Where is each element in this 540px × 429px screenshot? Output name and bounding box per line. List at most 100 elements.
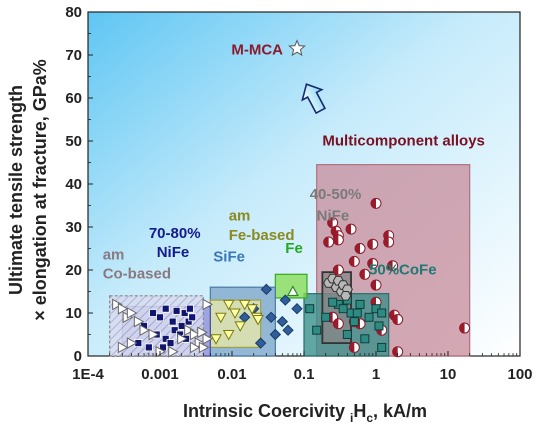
point-70-80-nife-3 [161, 304, 170, 313]
x-axis-title-sub: i [350, 411, 353, 425]
point-am-fe-based-0 [210, 334, 222, 345]
highlight-label: M-MCA [231, 42, 283, 59]
point-am-co-based-0 [112, 298, 123, 311]
point-multicomponent-alloys-16 [359, 268, 371, 280]
point-multicomponent-alloys-14 [332, 264, 344, 276]
point-multicomponent-alloys-5 [354, 243, 366, 254]
point-multicomponent-alloys-4 [345, 223, 357, 235]
point-am-co-based-10 [184, 324, 195, 337]
region-label-am-co-based-10: am [103, 246, 125, 263]
point-am-co-based-17 [168, 345, 179, 358]
point-50-cofe-9 [364, 312, 374, 322]
point-70-80-nife-9 [188, 313, 197, 322]
point-am-co-based-18 [202, 298, 214, 311]
point-am-co-based-5 [139, 324, 151, 337]
point-50-cofe-7 [355, 299, 365, 309]
highlight-group: M-MCA [231, 39, 327, 115]
point-multicomponent-alloys-28-fill [371, 280, 376, 291]
point-multicomponent-alloys-12 [367, 258, 379, 270]
y-tick-label-4: 40 [65, 176, 82, 193]
point-70-80-nife-4 [168, 317, 177, 326]
y-axis-title-line-2: × elongation at fracture, GPa% [30, 59, 50, 321]
x-axis-title: Intrinsic Coercivity iHc, kA/m [183, 401, 427, 425]
x-tick-label-5: 10 [440, 366, 457, 383]
y-tick-label-5: 50 [65, 133, 82, 150]
point-multicomponent-alloys-25-fill [392, 346, 398, 357]
point-50-cofe-6 [349, 317, 359, 327]
point-multicomponent-alloys-24 [348, 341, 360, 353]
point-multicomponent-alloys-11-fill [349, 256, 355, 267]
point-am-fe-based-2 [222, 299, 235, 311]
point-multicomponent-alloys-27-fill [459, 323, 465, 334]
x-axis-title-sub2: c [366, 411, 373, 425]
point-sife-7 [276, 315, 289, 328]
point-70-80-nife-7 [180, 309, 189, 317]
point-50-cofe-13 [377, 342, 387, 352]
point-am-fe-based-9 [222, 330, 235, 341]
x-tick-label-3: 0.1 [294, 366, 315, 383]
point-multicomponent-alloys-12-fill [367, 258, 373, 269]
point-70-80-nife-6 [177, 321, 186, 330]
point-multicomponent-alloys-13-fill [387, 260, 393, 271]
point-multicomponent-alloys-11 [348, 255, 360, 267]
y-tick-label-2: 20 [65, 262, 82, 279]
point-multicomponent-alloys-24-fill [349, 342, 355, 353]
point-sife-2 [265, 311, 277, 324]
point-sife-8 [282, 324, 294, 336]
y-tick-label-3: 30 [65, 219, 82, 236]
region-label-fe-4: Fe [285, 240, 303, 257]
region-label-multicomponent-alloys-0: Multicomponent alloys [322, 132, 485, 149]
point-am-co-based-3 [126, 307, 138, 319]
point-50-cofe-8 [360, 334, 370, 344]
y-tick-label-0: 0 [74, 348, 82, 365]
region-label-40-50-nife-3: NiFe [317, 208, 350, 225]
point-am-fe-based-3 [229, 308, 241, 320]
point-multicomponent-alloys-8-fill [383, 237, 389, 248]
point-am-fe-based-6 [246, 304, 258, 315]
point-am-co-based-8 [117, 341, 129, 354]
point-50-cofe-15 [338, 304, 348, 314]
point-multicomponent-alloys-13 [387, 260, 399, 272]
point-multicomponent-alloys-1-fill [327, 217, 333, 228]
point-multicomponent-alloys-27 [459, 322, 471, 334]
region-label-40-50-nife-2: 40-50% [310, 186, 362, 203]
region-fe [274, 273, 308, 299]
x-tick-label-1: 0.001 [141, 366, 179, 383]
point-50-cofe-14 [328, 297, 338, 307]
point-50-cofe-11 [374, 321, 384, 331]
region-label-am-co-based-11: Co-based [103, 266, 171, 283]
point-50-cofe-16 [342, 330, 352, 339]
y-tick-label-1: 10 [65, 305, 82, 322]
point-multicomponent-alloys-9 [332, 234, 344, 246]
point-70-80-nife-12 [166, 339, 175, 348]
point-am-fe-based-4 [234, 321, 247, 332]
y-tick-label-6: 60 [65, 90, 82, 107]
point-sife-3 [269, 328, 282, 341]
x-tick-label-2: 0.01 [217, 366, 246, 383]
point-am-fe-based-8 [252, 314, 264, 326]
point-multicomponent-alloys-8 [383, 236, 395, 248]
point-am-co-based-19 [197, 326, 208, 339]
point-multicomponent-alloys-16-fill [359, 269, 365, 280]
point-multicomponent-alloys-28 [370, 279, 382, 291]
point-70-80-nife-13 [170, 326, 179, 335]
point-am-co-based-15 [189, 341, 201, 354]
point-multicomponent-alloys-26 [392, 313, 404, 325]
point-multicomponent-alloys-6 [367, 238, 379, 250]
x-tick-label-4: 1 [372, 366, 380, 383]
point-am-fe-based-1 [214, 312, 227, 324]
y-tick-label-8: 80 [65, 4, 82, 21]
point-40-50-nife-7 [340, 290, 352, 301]
x-axis-title-main: Intrinsic Coercivity [183, 401, 350, 421]
x-tick-label-0: 1E-4 [72, 366, 104, 383]
point-70-80-nife-5 [172, 306, 181, 315]
region-label-am-fe-based-5: am [229, 208, 251, 225]
point-multicomponent-alloys-9-fill [333, 234, 339, 245]
region-label-70-80-nife-8: 70-80% [149, 225, 201, 242]
point-fe-0 [286, 285, 299, 297]
y-axis-title-line-1: Ultimate tensile strength [6, 85, 26, 295]
point-multicomponent-alloys-5-fill [355, 243, 361, 254]
point-multicomponent-alloys-25 [392, 346, 404, 358]
point-multicomponent-alloys-21 [332, 318, 344, 330]
